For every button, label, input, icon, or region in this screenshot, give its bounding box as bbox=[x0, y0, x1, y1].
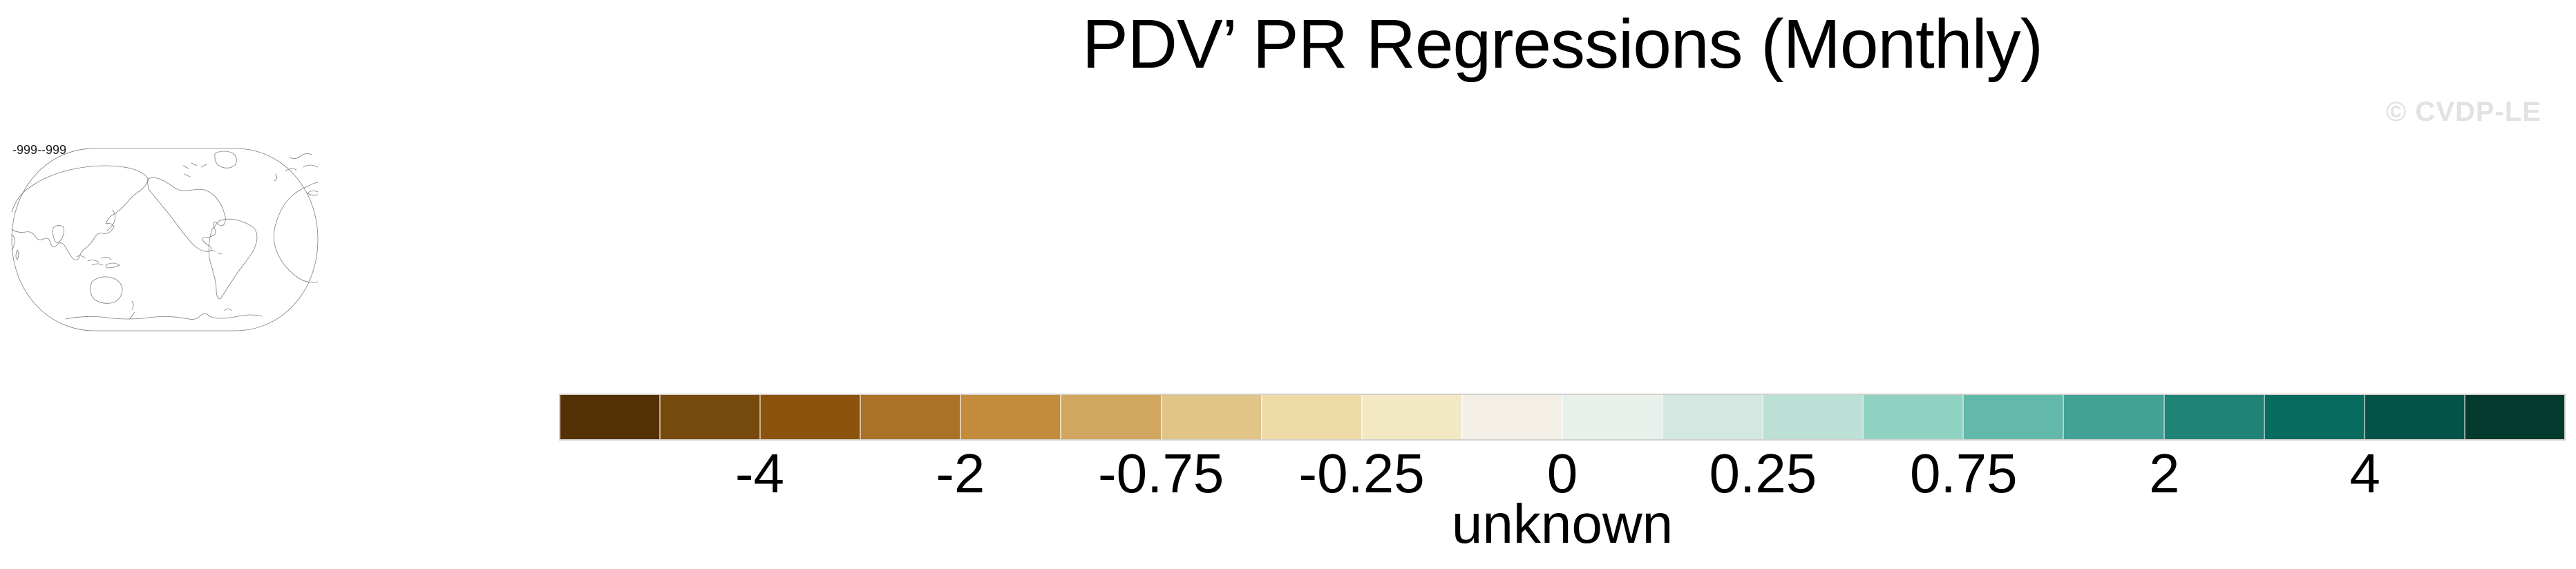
colorbar-tick-label: 0.75 bbox=[1909, 443, 2018, 504]
map-range-label: -999--999 bbox=[12, 143, 67, 157]
colorbar-box bbox=[2163, 395, 2264, 439]
colorbar-box bbox=[1260, 395, 1361, 439]
colorbar-title-row: unknown bbox=[559, 496, 2566, 552]
colorbar-box bbox=[560, 395, 660, 439]
colorbar-title: unknown bbox=[1451, 493, 1674, 554]
world-map-thumbnail bbox=[11, 148, 319, 331]
colorbar-box bbox=[1762, 395, 1863, 439]
colorbar-box bbox=[1561, 395, 1663, 439]
colorbar-box bbox=[2363, 395, 2464, 439]
colorbar-box bbox=[860, 395, 960, 439]
colorbar bbox=[559, 394, 2566, 441]
map-projection-outline bbox=[11, 148, 319, 331]
figure-title: PDV’ PR Regressions (Monthly) bbox=[1082, 6, 2043, 83]
colorbar-tick-row: -4 -2 -0.75 -0.25 0 0.25 0.75 2 4 bbox=[559, 446, 2566, 503]
colorbar-tick-label: -2 bbox=[936, 443, 985, 504]
colorbar-box bbox=[1662, 395, 1763, 439]
colorbar-tick-label: -4 bbox=[735, 443, 784, 504]
colorbar-box bbox=[1160, 395, 1261, 439]
colorbar-box bbox=[2263, 395, 2364, 439]
colorbar-box bbox=[1962, 395, 2063, 439]
cvdp-watermark: © CVDP-LE bbox=[2385, 97, 2541, 127]
colorbar-box bbox=[2063, 395, 2163, 439]
colorbar-tick-label: 2 bbox=[2148, 443, 2180, 504]
colorbar-box bbox=[759, 395, 860, 439]
colorbar-box bbox=[960, 395, 1061, 439]
colorbar-tick-label: 0 bbox=[1546, 443, 1578, 504]
colorbar-box bbox=[1361, 395, 1461, 439]
colorbar-tick-label: -0.75 bbox=[1098, 443, 1224, 504]
colorbar-box bbox=[1461, 395, 1562, 439]
colorbar-tick-label: 0.25 bbox=[1709, 443, 1817, 504]
colorbar-tick-label: -0.25 bbox=[1298, 443, 1425, 504]
colorbar-box bbox=[1862, 395, 1963, 439]
colorbar-box bbox=[1060, 395, 1161, 439]
colorbar-tick-label: 4 bbox=[2349, 443, 2380, 504]
colorbar-box bbox=[2463, 395, 2564, 439]
colorbar-box bbox=[659, 395, 760, 439]
